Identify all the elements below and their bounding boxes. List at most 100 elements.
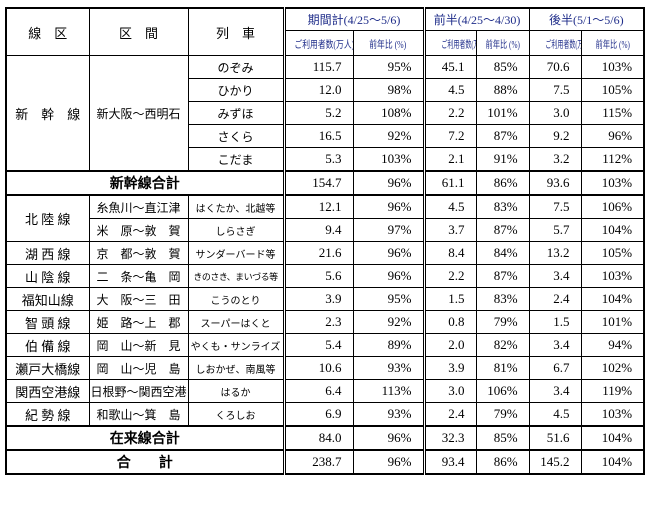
cell-yoy: 87% <box>475 264 530 288</box>
cell-users: 93.4 <box>422 449 477 475</box>
cell-yoy: 112% <box>580 147 645 172</box>
cell-users: 2.4 <box>528 287 582 311</box>
cell-yoy: 82% <box>475 333 530 357</box>
cell-users: 45.1 <box>422 55 477 79</box>
col-header-line: 線 区 <box>5 7 90 56</box>
cell-line: 北 陸 線 <box>5 194 90 242</box>
cell-yoy: 84% <box>475 241 530 265</box>
cell-users: 5.6 <box>282 264 354 288</box>
cell-users: 9.4 <box>282 218 354 242</box>
table-row: 湖 西 線京 都～敦 賀サンダーバード等 21.6 96% 8.4 84% 13.2 105… <box>5 241 645 265</box>
total-label: 在来線合計 <box>5 425 285 451</box>
cell-users: 6.7 <box>528 356 582 380</box>
cell-yoy: 96% <box>352 425 425 451</box>
cell-yoy: 104% <box>580 218 645 242</box>
cell-users: 3.0 <box>528 101 582 125</box>
cell-yoy: 88% <box>475 78 530 102</box>
subheader-users: ご利用者数(万人) <box>528 30 582 56</box>
cell-line: 福知山線 <box>5 287 90 311</box>
cell-section: 大 阪～三 田 <box>88 287 189 311</box>
cell-train: スーパーはくと <box>187 310 285 334</box>
cell-section: 新大阪～西明石 <box>88 55 189 172</box>
cell-train: やくも・サンライズ <box>187 333 285 357</box>
cell-train: きのさき、まいづる等 <box>187 264 285 288</box>
cell-users: 2.0 <box>422 333 477 357</box>
cell-train: のぞみ <box>187 55 285 79</box>
cell-line: 紀 勢 線 <box>5 402 90 427</box>
cell-yoy: 97% <box>352 218 425 242</box>
cell-users: 9.2 <box>528 124 582 148</box>
cell-yoy: 91% <box>475 147 530 172</box>
table-row: 伯 備 線岡 山～新 見やくも・サンライズ 5.4 89% 2.0 82% 3.4 94% <box>5 333 645 357</box>
cell-train: こうのとり <box>187 287 285 311</box>
cell-line: 瀬戸大橋線 <box>5 356 90 380</box>
total-row: 在来線合計 84.0 96% 32.3 85% 51.6 104% <box>5 425 645 451</box>
cell-users: 12.0 <box>282 78 354 102</box>
cell-yoy: 79% <box>475 310 530 334</box>
cell-users: 21.6 <box>282 241 354 265</box>
cell-train: くろしお <box>187 402 285 427</box>
cell-yoy: 92% <box>352 310 425 334</box>
cell-yoy: 94% <box>580 333 645 357</box>
cell-users: 4.5 <box>422 78 477 102</box>
cell-users: 154.7 <box>282 170 354 196</box>
cell-yoy: 92% <box>352 124 425 148</box>
cell-yoy: 105% <box>580 241 645 265</box>
cell-users: 8.4 <box>422 241 477 265</box>
subheader-yoy: 前年比 (%) <box>580 30 645 56</box>
cell-users: 2.4 <box>422 402 477 427</box>
table-row: 紀 勢 線和歌山～箕 島くろしお 6.9 93% 2.4 79% 4.5 103% <box>5 402 645 427</box>
cell-train: サンダーバード等 <box>187 241 285 265</box>
cell-yoy: 103% <box>580 170 645 196</box>
cell-yoy: 95% <box>352 55 425 79</box>
cell-yoy: 83% <box>475 194 530 219</box>
cell-users: 3.9 <box>282 287 354 311</box>
cell-train: はるか <box>187 379 285 403</box>
cell-users: 32.3 <box>422 425 477 451</box>
cell-yoy: 104% <box>580 449 645 475</box>
cell-users: 3.4 <box>528 264 582 288</box>
table-row: 瀬戸大橋線岡 山～児 島しおかぜ、南風等 10.6 93% 3.9 81% 6.7 102% <box>5 356 645 380</box>
cell-yoy: 102% <box>580 356 645 380</box>
cell-users: 1.5 <box>528 310 582 334</box>
cell-train: しらさぎ <box>187 218 285 242</box>
cell-users: 3.9 <box>422 356 477 380</box>
cell-line: 山 陰 線 <box>5 264 90 288</box>
cell-yoy: 87% <box>475 124 530 148</box>
cell-yoy: 115% <box>580 101 645 125</box>
cell-users: 0.8 <box>422 310 477 334</box>
cell-yoy: 96% <box>352 194 425 219</box>
cell-train: はくたか、北越等 <box>187 194 285 219</box>
cell-users: 16.5 <box>282 124 354 148</box>
col-header-section: 区 間 <box>88 7 189 56</box>
subheader-users: ご利用者数(万人) <box>282 30 354 56</box>
cell-users: 84.0 <box>282 425 354 451</box>
cell-train: さくら <box>187 124 285 148</box>
cell-section: 姫 路～上 郡 <box>88 310 189 334</box>
subheader-users: ご利用者数(万人) <box>422 30 477 56</box>
cell-yoy: 93% <box>352 402 425 427</box>
cell-users: 3.0 <box>422 379 477 403</box>
cell-users: 3.4 <box>528 333 582 357</box>
cell-yoy: 79% <box>475 402 530 427</box>
cell-yoy: 87% <box>475 218 530 242</box>
cell-yoy: 93% <box>352 356 425 380</box>
table-row: 福知山線大 阪～三 田こうのとり 3.9 95% 1.5 83% 2.4 104% <box>5 287 645 311</box>
cell-yoy: 103% <box>580 402 645 427</box>
cell-yoy: 98% <box>352 78 425 102</box>
cell-yoy: 85% <box>475 55 530 79</box>
cell-users: 238.7 <box>282 449 354 475</box>
cell-users: 115.7 <box>282 55 354 79</box>
cell-yoy: 113% <box>352 379 425 403</box>
cell-train: こだま <box>187 147 285 172</box>
total-row: 合 計 238.7 96% 93.4 86% 145.2 104% <box>5 449 645 475</box>
table-row: さくら 16.5 92% 7.2 87% 9.2 96% <box>6 124 645 148</box>
cell-users: 7.5 <box>528 78 582 102</box>
cell-users: 5.3 <box>282 147 354 172</box>
cell-line: 湖 西 線 <box>5 241 90 265</box>
cell-yoy: 108% <box>352 101 425 125</box>
cell-users: 5.7 <box>528 218 582 242</box>
cell-yoy: 104% <box>580 425 645 451</box>
cell-yoy: 104% <box>580 287 645 311</box>
rail-usage-table: 線 区 区 間 列 車 期間計(4/25～5/6) 前半(4/25～4/30) … <box>5 7 646 475</box>
